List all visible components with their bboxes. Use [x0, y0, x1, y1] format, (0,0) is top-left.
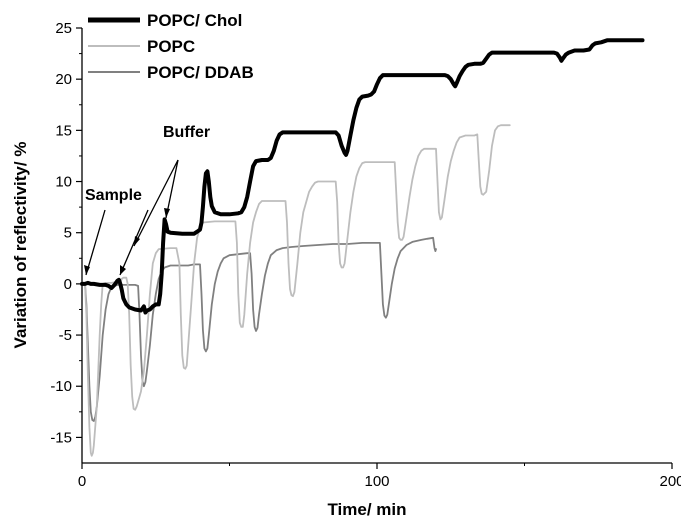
annotation-buffer-arrow [165, 159, 179, 219]
legend-item-popc: POPC [88, 37, 195, 56]
y-tick-label: 25 [55, 20, 72, 37]
series-line-popc [81, 124, 511, 457]
y-tick-label: -5 [59, 327, 72, 344]
y-axis-title: Variation of reflectivity/ % [11, 142, 30, 349]
x-ticks: 0 100 200 [78, 463, 681, 490]
annotation-sample-arrowhead [84, 265, 90, 275]
plot-area: -15 -10 -5 0 5 10 15 20 25 0 100 200 [50, 20, 681, 490]
y-tick-label: 15 [55, 122, 72, 139]
legend-label-popc-chol: POPC/ Chol [147, 11, 242, 30]
x-axis-title: Time/ min [327, 500, 406, 519]
y-tick-label: 5 [64, 225, 72, 242]
annotation-sample-arrowhead-2 [120, 265, 126, 275]
x-tick-label: 200 [659, 473, 681, 490]
x-tick-label: 0 [78, 473, 86, 490]
series-line-popc-ddab [81, 236, 437, 422]
legend-item-popc-ddab: POPC/ DDAB [88, 63, 254, 82]
annotation-sample-arrow-2 [119, 209, 149, 276]
annotation-buffer-arrowhead-2 [134, 236, 140, 246]
x-tick-label: 100 [364, 473, 389, 490]
y-ticks: -15 -10 -5 0 5 10 15 20 25 [50, 20, 82, 446]
series-layer [80, 38, 645, 457]
y-tick-label: -15 [50, 429, 72, 446]
annotation-buffer: Buffer [163, 124, 210, 141]
annotation-buffer-arrowhead [164, 208, 170, 218]
legend-label-popc: POPC [147, 37, 195, 56]
legend-item-popc-chol: POPC/ Chol [88, 11, 242, 30]
annotations: Sample Buffer [84, 124, 210, 276]
y-tick-label: -10 [50, 378, 72, 395]
y-tick-label: 10 [55, 174, 72, 191]
series-line-popc-chol [80, 38, 645, 315]
legend: POPC/ Chol POPC POPC/ DDAB [88, 11, 254, 82]
annotation-sample-arrow [85, 209, 106, 276]
y-tick-label: 0 [64, 276, 72, 293]
annotation-sample: Sample [85, 187, 142, 204]
y-tick-label: 20 [55, 71, 72, 88]
annotation-buffer-arrow-2 [133, 159, 179, 247]
legend-label-popc-ddab: POPC/ DDAB [147, 63, 254, 82]
